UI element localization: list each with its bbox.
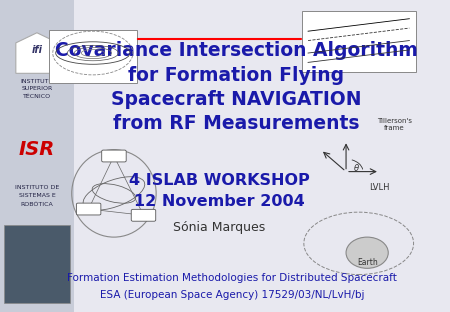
FancyBboxPatch shape (131, 209, 156, 221)
Text: ISR: ISR (19, 140, 55, 159)
Text: Sónia Marques: Sónia Marques (173, 221, 266, 234)
Text: ifi: ifi (32, 45, 42, 55)
FancyBboxPatch shape (0, 0, 74, 312)
Text: ESA (European Space Agency) 17529/03/NL/LvH/bj: ESA (European Space Agency) 17529/03/NL/… (100, 290, 364, 300)
FancyBboxPatch shape (49, 30, 137, 83)
Text: ROBÓTICA: ROBÓTICA (21, 202, 53, 207)
Text: INSTITUTO DE: INSTITUTO DE (15, 185, 59, 190)
FancyBboxPatch shape (102, 150, 126, 162)
Text: Earth: Earth (357, 258, 378, 266)
Text: Tillerson's
frame: Tillerson's frame (377, 118, 412, 131)
Text: 12 November 2004: 12 November 2004 (134, 194, 305, 209)
Text: Formation Estimation Methodologies for Distributed Spacecraft: Formation Estimation Methodologies for D… (67, 273, 397, 283)
Text: θ: θ (354, 164, 359, 173)
Text: TÉCNICO: TÉCNICO (23, 94, 51, 99)
Text: SISTEMAS E: SISTEMAS E (18, 193, 55, 198)
FancyBboxPatch shape (302, 11, 416, 72)
Polygon shape (16, 33, 58, 73)
Text: SUPERIOR: SUPERIOR (21, 86, 53, 91)
FancyBboxPatch shape (4, 225, 70, 303)
FancyBboxPatch shape (76, 203, 101, 215)
Ellipse shape (346, 237, 388, 268)
Text: LVLH: LVLH (369, 183, 390, 192)
Text: Covariance Intersection Algorithm
for Formation Flying
Spacecraft NAVIGATION
fro: Covariance Intersection Algorithm for Fo… (55, 41, 418, 133)
Text: 4 ISLAB WORKSHOP: 4 ISLAB WORKSHOP (129, 173, 310, 188)
Text: INSTITUTO: INSTITUTO (20, 79, 54, 84)
